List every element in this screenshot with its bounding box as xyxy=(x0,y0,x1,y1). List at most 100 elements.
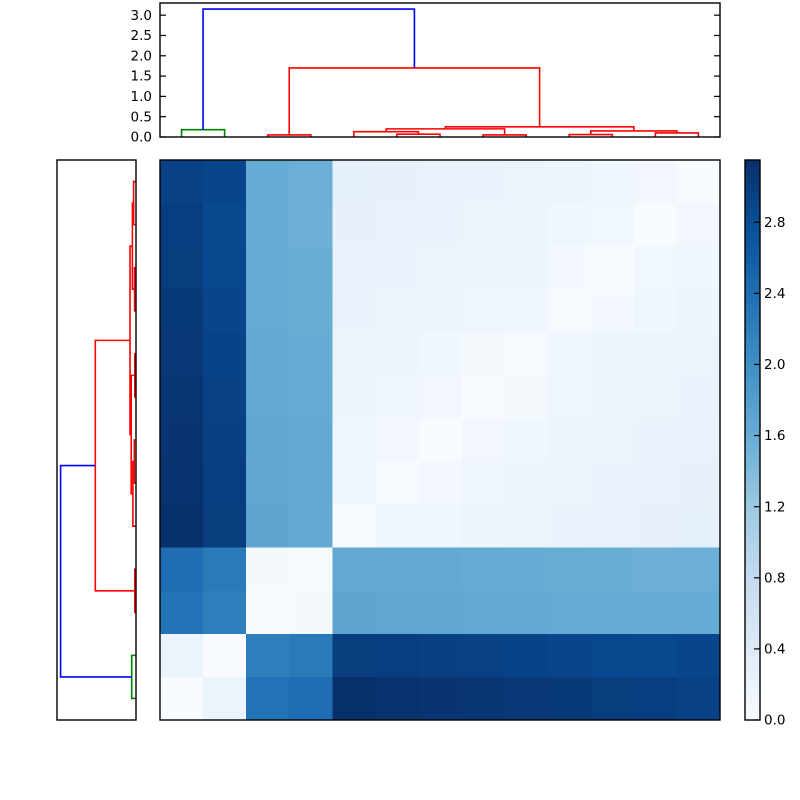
heatmap-cell xyxy=(461,375,506,419)
top-dendrogram-link-red xyxy=(288,67,541,135)
heatmap-cell xyxy=(375,547,419,592)
y-axis-tick-label: 0.5 xyxy=(131,109,152,125)
top-dendrogram xyxy=(180,8,700,137)
heatmap-cell xyxy=(633,461,678,506)
heatmap-cell xyxy=(633,418,678,463)
colorbar-tick-label: 2.0 xyxy=(764,357,785,373)
heatmap-cell xyxy=(504,418,549,463)
heatmap-cell xyxy=(289,289,333,333)
heatmap-cell xyxy=(547,418,592,463)
heatmap-cell xyxy=(246,590,290,635)
heatmap-cell xyxy=(676,504,721,549)
heatmap-cell xyxy=(375,375,419,419)
heatmap xyxy=(160,160,721,721)
heatmap-cell xyxy=(461,676,506,721)
heatmap-cell xyxy=(332,633,376,678)
heatmap-cell xyxy=(246,547,290,592)
colorbar-tick-label: 2.8 xyxy=(764,215,785,231)
colorbar-tick-label: 0.8 xyxy=(764,570,785,586)
heatmap-cell xyxy=(547,375,592,419)
y-axis-tick-label: 0.0 xyxy=(131,130,152,146)
heatmap-cell xyxy=(633,547,678,592)
heatmap-cell xyxy=(418,418,463,463)
top-dendrogram-y-axis: 3.0 2.5 2.0 1.5 1.0 0.5 0.0 xyxy=(131,8,720,146)
heatmap-cell xyxy=(332,289,376,333)
heatmap-cell xyxy=(461,418,506,463)
heatmap-cell xyxy=(418,676,463,721)
colorbar-tick-label: 1.6 xyxy=(764,428,785,444)
heatmap-cell xyxy=(203,289,247,333)
y-axis-tick-label: 2.5 xyxy=(131,28,152,44)
heatmap-cell xyxy=(504,289,549,333)
heatmap-cell xyxy=(633,633,678,678)
heatmap-cell xyxy=(418,289,463,333)
heatmap-cell xyxy=(332,332,376,376)
heatmap-cell xyxy=(289,160,333,204)
heatmap-cell xyxy=(547,547,592,592)
heatmap-cell xyxy=(547,332,592,376)
y-axis-tick-label: 2.0 xyxy=(131,48,152,64)
heatmap-cell xyxy=(590,504,635,549)
heatmap-cell xyxy=(547,633,592,678)
heatmap-cell xyxy=(590,418,635,463)
heatmap-cell xyxy=(203,547,247,592)
heatmap-cell xyxy=(203,332,247,376)
heatmap-cell xyxy=(547,246,592,290)
heatmap-cell xyxy=(332,590,376,635)
heatmap-cell xyxy=(504,160,549,204)
heatmap-cell xyxy=(676,633,721,678)
heatmap-cell xyxy=(590,633,635,678)
heatmap-cell xyxy=(633,289,678,333)
heatmap-cell xyxy=(461,547,506,592)
heatmap-cell xyxy=(418,547,463,592)
heatmap-cell xyxy=(289,504,333,549)
heatmap-cell xyxy=(203,375,247,419)
heatmap-cell xyxy=(203,676,247,721)
heatmap-cell xyxy=(676,547,721,592)
heatmap-cell xyxy=(418,160,463,204)
heatmap-cell xyxy=(676,332,721,376)
heatmap-cell xyxy=(375,590,419,635)
heatmap-cell xyxy=(590,289,635,333)
heatmap-cell xyxy=(633,375,678,419)
colorbar-tick-label: 0.4 xyxy=(764,641,785,657)
heatmap-cell xyxy=(633,160,678,204)
heatmap-cell xyxy=(633,246,678,290)
heatmap-cell xyxy=(633,676,678,721)
heatmap-cell xyxy=(203,590,247,635)
heatmap-cell xyxy=(203,504,247,549)
heatmap-cell xyxy=(375,633,419,678)
heatmap-cell xyxy=(547,160,592,204)
heatmap-cell xyxy=(246,289,290,333)
y-axis-tick-label: 3.0 xyxy=(131,8,152,24)
heatmap-cell xyxy=(461,332,506,376)
heatmap-cell xyxy=(246,203,290,247)
heatmap-cell xyxy=(504,504,549,549)
heatmap-cell xyxy=(590,332,635,376)
heatmap-cell xyxy=(676,418,721,463)
heatmap-cell xyxy=(332,160,376,204)
heatmap-cell xyxy=(590,160,635,204)
heatmap-cell xyxy=(461,590,506,635)
heatmap-cell xyxy=(676,246,721,290)
heatmap-cell xyxy=(418,203,463,247)
heatmap-cell xyxy=(160,246,204,290)
heatmap-cell xyxy=(203,160,247,204)
heatmap-cell xyxy=(160,160,204,204)
colorbar-tick-label: 1.2 xyxy=(764,499,785,515)
heatmap-cell xyxy=(246,633,290,678)
heatmap-cell xyxy=(676,461,721,506)
heatmap-cell xyxy=(160,547,204,592)
colorbar-axis: 0.0 0.4 0.8 1.2 1.6 2.0 2.4 2.8 xyxy=(754,215,785,729)
heatmap-cell xyxy=(246,332,290,376)
heatmap-cell xyxy=(375,203,419,247)
heatmap-cell xyxy=(246,676,290,721)
heatmap-cell xyxy=(246,461,290,506)
heatmap-cell xyxy=(332,461,376,506)
heatmap-cell xyxy=(461,504,506,549)
heatmap-cell xyxy=(332,504,376,549)
left-dendrogram-frame xyxy=(56,159,137,721)
heatmap-cell xyxy=(676,676,721,721)
